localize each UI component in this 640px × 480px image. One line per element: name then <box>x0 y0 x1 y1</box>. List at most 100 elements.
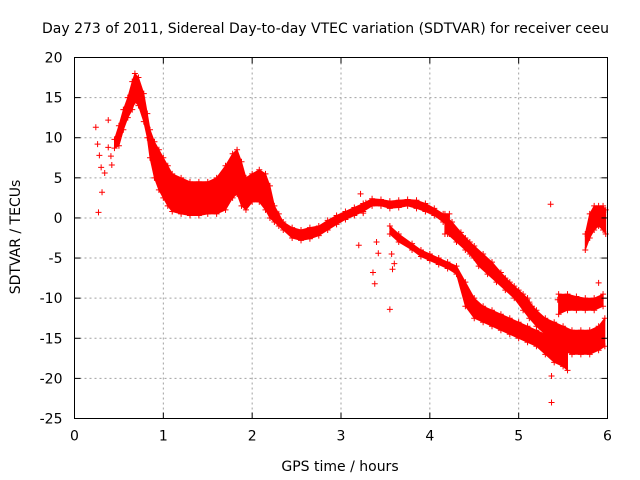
data-point <box>435 261 442 268</box>
y-tick-label: -20 <box>40 371 63 387</box>
data-point <box>360 210 367 217</box>
y-tick-label: 20 <box>45 51 63 67</box>
data-point <box>568 351 575 358</box>
data-point <box>586 235 593 241</box>
data-point <box>582 247 589 254</box>
data-point <box>462 247 469 254</box>
data-point <box>462 279 469 286</box>
data-point <box>601 315 608 322</box>
data-point <box>453 271 460 278</box>
data-point <box>144 134 151 141</box>
data-point <box>506 331 513 338</box>
y-tick-label: 0 <box>54 211 63 227</box>
data-point <box>131 98 138 105</box>
data-point <box>601 343 608 350</box>
data-point <box>453 226 460 233</box>
data-point <box>480 251 487 258</box>
data-point <box>515 335 522 342</box>
y-tick-label: 10 <box>45 131 63 147</box>
data-point <box>195 212 202 219</box>
data-point <box>377 202 384 209</box>
data-point <box>389 266 396 273</box>
data-point <box>524 339 531 346</box>
data-point <box>222 206 229 213</box>
data-point <box>160 194 167 201</box>
data-point <box>453 239 460 246</box>
data-point <box>422 208 429 215</box>
data-point <box>238 202 245 209</box>
data-point <box>306 224 313 231</box>
data-point <box>417 247 424 254</box>
data-point <box>404 202 411 209</box>
y-axis-label: SDTVAR / TECUs <box>8 180 24 295</box>
data-point <box>362 199 369 206</box>
data-point <box>533 343 540 350</box>
data-point <box>552 335 559 342</box>
data-point <box>377 196 384 203</box>
data-point <box>94 141 101 148</box>
data-point <box>560 363 567 370</box>
x-tick-label: 3 <box>337 429 346 445</box>
x-tick-label: 1 <box>159 429 168 445</box>
data-point <box>306 235 313 242</box>
data-point <box>147 154 154 161</box>
data-point <box>426 251 433 258</box>
data-point <box>386 306 393 313</box>
data-point <box>568 327 575 334</box>
data-point <box>528 303 535 310</box>
data-point <box>480 319 487 326</box>
data-point <box>371 280 378 287</box>
data-point <box>600 226 607 233</box>
data-point <box>489 323 496 330</box>
series-band-late-band <box>558 293 604 315</box>
data-point <box>213 210 220 217</box>
data-point <box>471 243 478 250</box>
data-point <box>388 251 395 258</box>
data-point <box>497 311 504 318</box>
data-point <box>533 327 540 334</box>
data-point <box>135 74 142 81</box>
data-point <box>600 303 607 310</box>
data-point <box>395 230 402 237</box>
data-point <box>298 226 305 233</box>
data-point <box>560 323 567 330</box>
data-point <box>489 259 496 266</box>
data-point <box>375 250 382 257</box>
data-point <box>186 212 193 219</box>
y-tick-label: -5 <box>49 251 63 267</box>
data-point <box>271 202 278 209</box>
y-tick-label: 5 <box>54 171 63 187</box>
data-point <box>105 117 112 124</box>
data-point <box>524 323 531 330</box>
data-point <box>275 222 282 229</box>
data-point <box>395 204 402 211</box>
data-point <box>386 205 393 212</box>
data-point <box>351 212 358 219</box>
data-point <box>444 259 451 266</box>
data-point <box>289 224 296 231</box>
x-tick-label: 4 <box>425 429 434 445</box>
data-point <box>471 295 478 302</box>
data-point <box>333 212 340 219</box>
data-point <box>315 232 322 239</box>
data-point <box>266 214 273 221</box>
data-point <box>542 315 549 322</box>
data-point <box>404 196 411 203</box>
data-point <box>98 164 105 171</box>
data-point <box>595 323 602 330</box>
data-point <box>151 174 158 181</box>
data-point <box>99 189 106 196</box>
data-point <box>124 94 131 101</box>
data-point <box>120 126 127 133</box>
data-point <box>555 311 562 318</box>
data-point <box>524 295 531 302</box>
data-point <box>262 206 269 213</box>
data-point <box>351 204 358 211</box>
data-point <box>489 271 496 278</box>
data-point <box>289 235 296 241</box>
data-point <box>409 247 416 254</box>
data-point <box>342 208 349 215</box>
data-point <box>131 70 138 77</box>
data-point <box>413 205 420 212</box>
data-point <box>573 307 580 314</box>
